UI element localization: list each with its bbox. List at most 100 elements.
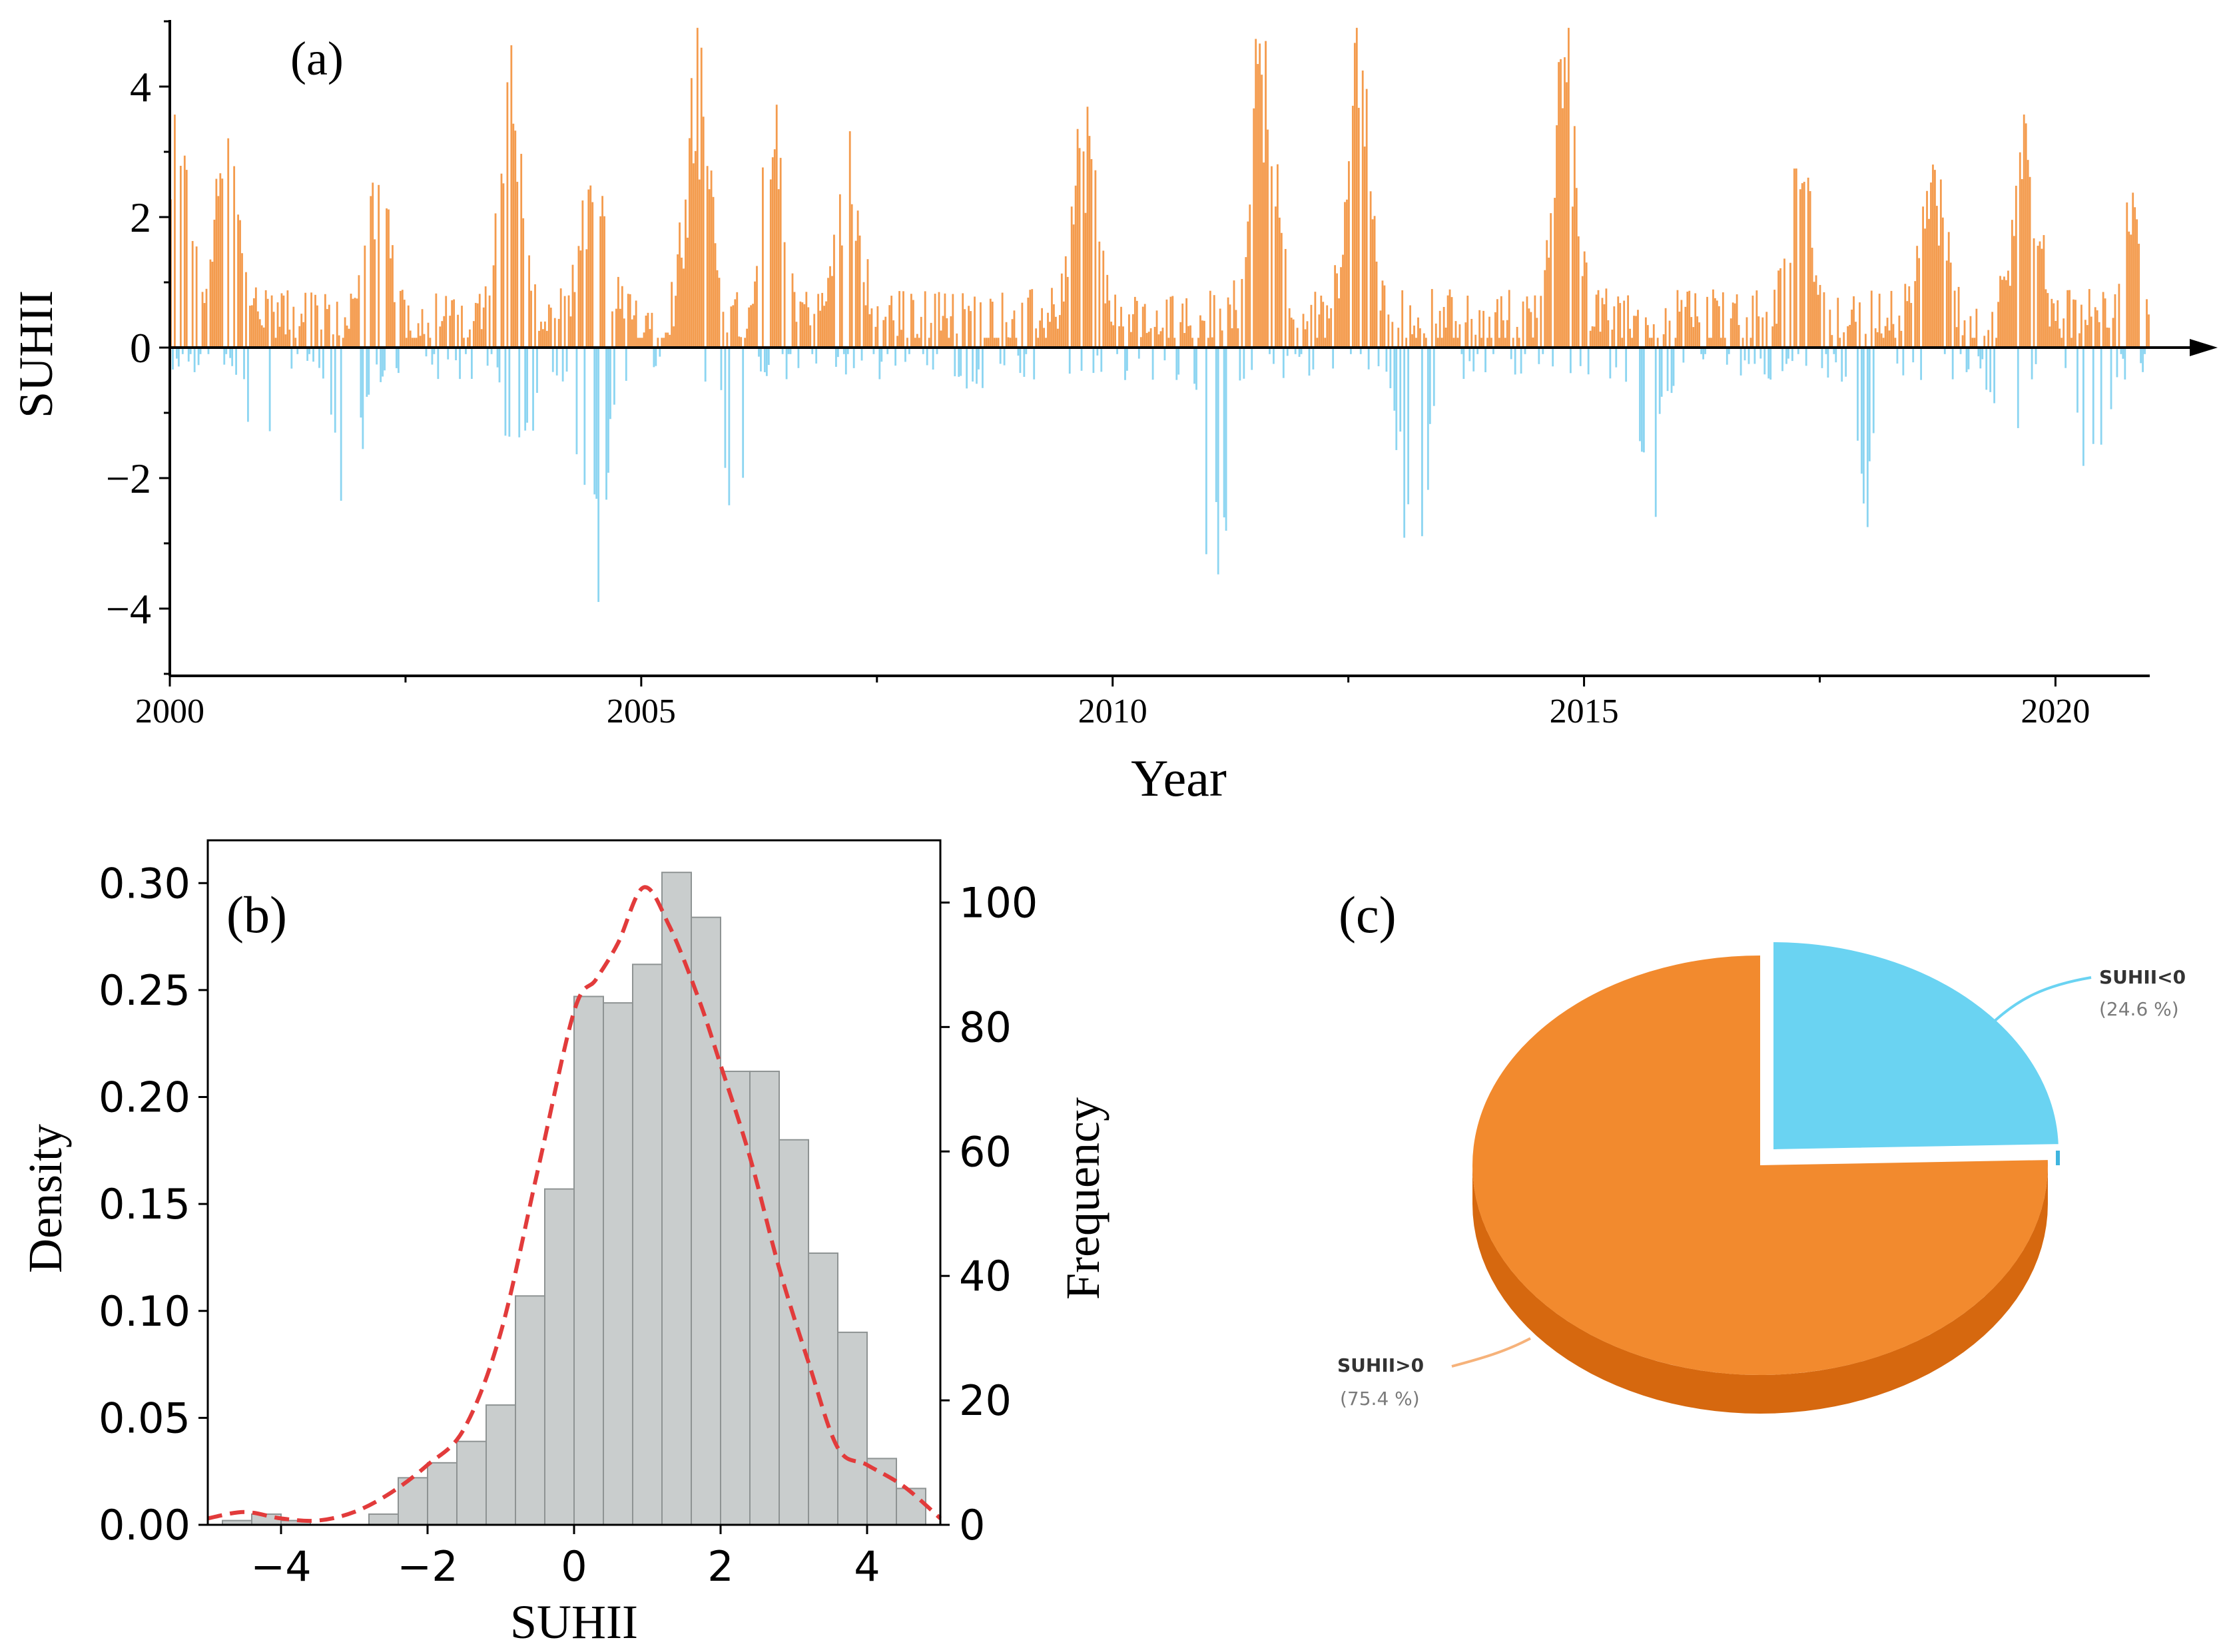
- suhii-positive-bar: [441, 321, 444, 348]
- suhii-positive-bar: [1171, 296, 1174, 348]
- suhii-positive-bar: [510, 45, 513, 348]
- suhii-positive-bar: [827, 278, 829, 348]
- suhii-negative-bar: [1251, 348, 1253, 370]
- panel-a-y-tick-label: −4: [106, 585, 151, 633]
- suhii-positive-bar: [1692, 327, 1695, 348]
- suhii-positive-bar: [983, 338, 986, 348]
- suhii-negative-bar: [1704, 348, 1706, 354]
- panel-a-x-tick-label: 2010: [1078, 692, 1147, 730]
- suhii-negative-bar: [490, 348, 493, 354]
- suhii-positive-bar: [1809, 191, 1811, 348]
- suhii-positive-bar: [1914, 281, 1917, 348]
- histogram-bin: [368, 1513, 399, 1525]
- suhii-positive-bar: [833, 234, 835, 348]
- suhii-positive-bar: [1880, 333, 1883, 348]
- suhii-positive-bar: [1207, 338, 1209, 348]
- suhii-negative-bar: [1215, 348, 1217, 502]
- suhii-positive-bar: [2088, 289, 2090, 348]
- suhii-positive-bar: [1474, 334, 1477, 348]
- suhii-positive-bar: [183, 155, 186, 348]
- suhii-positive-bar: [258, 319, 261, 348]
- suhii-positive-bar: [769, 179, 772, 348]
- suhii-positive-bar: [896, 336, 898, 348]
- suhii-positive-bar: [1720, 338, 1722, 348]
- suhii-positive-bar: [423, 334, 426, 348]
- suhii-positive-bar: [256, 311, 259, 348]
- suhii-negative-bar: [1700, 348, 1703, 354]
- suhii-positive-bar: [421, 309, 424, 348]
- suhii-positive-bar: [1060, 273, 1063, 348]
- suhii-negative-bar: [1298, 348, 1301, 357]
- suhii-positive-bar: [1819, 284, 1821, 348]
- suhii-positive-bar: [1751, 295, 1754, 348]
- suhii-positive-bar: [1568, 27, 1570, 348]
- suhii-positive-bar: [1506, 320, 1508, 348]
- suhii-positive-bar: [1082, 151, 1085, 348]
- suhii-negative-bar: [1100, 348, 1103, 372]
- suhii-negative-bar: [1979, 348, 1982, 369]
- suhii-positive-bar: [1255, 39, 1257, 348]
- suhii-positive-bar: [771, 157, 774, 348]
- suhii-positive-bar: [1934, 170, 1936, 348]
- suhii-negative-bar: [312, 348, 314, 362]
- suhii-positive-bar: [902, 291, 904, 348]
- suhii-negative-bar: [340, 348, 342, 501]
- suhii-negative-bar: [247, 348, 249, 422]
- suhii-positive-bar: [388, 209, 390, 348]
- suhii-positive-bar: [900, 330, 902, 348]
- suhii-positive-bar: [1714, 298, 1716, 348]
- suhii-negative-bar: [1985, 348, 1988, 390]
- suhii-negative-bar: [1805, 348, 1807, 366]
- suhii-positive-bar: [2084, 320, 2086, 348]
- suhii-positive-bar: [1021, 302, 1024, 348]
- suhii-negative-bar: [1993, 348, 1996, 404]
- suhii-positive-bar: [2037, 246, 2039, 348]
- histogram-bin: [485, 1404, 516, 1526]
- suhii-negative-bar: [437, 348, 440, 380]
- suhii-positive-bar: [336, 302, 338, 348]
- suhii-positive-bar: [1847, 326, 1849, 348]
- suhii-negative-bar: [268, 348, 271, 431]
- suhii-positive-bar: [1320, 295, 1323, 348]
- suhii-positive-bar: [1041, 308, 1044, 348]
- suhii-negative-bar: [397, 348, 400, 374]
- suhii-positive-bar: [1918, 258, 1921, 348]
- suhii-positive-bar: [457, 314, 459, 348]
- suhii-positive-bar: [502, 183, 505, 348]
- suhii-positive-bar: [1088, 136, 1091, 348]
- suhii-positive-bar: [1890, 290, 1893, 348]
- suhii-positive-bar: [1558, 62, 1560, 348]
- suhii-positive-bar: [1757, 316, 1760, 348]
- suhii-negative-bar: [330, 348, 332, 415]
- suhii-positive-bar: [577, 246, 580, 348]
- suhii-positive-bar: [1593, 326, 1596, 348]
- suhii-time-series-bars: [170, 27, 2150, 603]
- suhii-negative-bar: [1967, 348, 1970, 370]
- suhii-positive-bar: [1143, 304, 1146, 348]
- panel-a-label: (a): [290, 32, 344, 85]
- suhii-positive-bar: [924, 291, 926, 348]
- suhii-positive-bar: [940, 330, 942, 348]
- suhii-positive-bar: [1815, 275, 1817, 348]
- suhii-positive-bar: [1015, 338, 1018, 348]
- suhii-positive-bar: [639, 338, 641, 348]
- suhii-positive-bar: [1161, 328, 1164, 348]
- suhii-negative-bar: [1468, 348, 1471, 362]
- suhii-negative-bar: [1654, 348, 1657, 517]
- suhii-positive-bar: [890, 296, 893, 348]
- suhii-positive-bar: [1526, 296, 1528, 348]
- suhii-positive-bar: [912, 300, 914, 348]
- suhii-positive-bar: [1009, 338, 1012, 348]
- suhii-positive-bar: [427, 322, 430, 348]
- suhii-negative-bar: [1785, 348, 1787, 364]
- suhii-positive-bar: [752, 304, 754, 348]
- suhii-positive-bar: [1548, 257, 1550, 348]
- suhii-positive-bar: [445, 296, 448, 348]
- suhii-negative-bar: [1753, 348, 1756, 364]
- suhii-negative-bar: [199, 348, 202, 354]
- suhii-positive-bar: [1183, 333, 1186, 348]
- suhii-positive-bar: [1668, 320, 1671, 348]
- suhii-positive-bar: [1761, 317, 1764, 348]
- suhii-negative-bar: [1902, 348, 1905, 376]
- suhii-positive-bar: [1745, 317, 1748, 348]
